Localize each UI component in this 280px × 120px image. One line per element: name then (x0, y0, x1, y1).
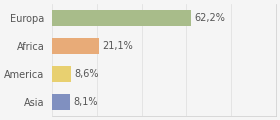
Text: 8,6%: 8,6% (75, 69, 99, 79)
Bar (52, 66, 71, 82)
Text: 21,1%: 21,1% (103, 41, 133, 51)
Text: 8,1%: 8,1% (74, 97, 98, 107)
Bar (52, 38, 99, 54)
Bar (52, 10, 191, 26)
Text: 62,2%: 62,2% (195, 13, 225, 23)
Bar (52, 94, 70, 110)
